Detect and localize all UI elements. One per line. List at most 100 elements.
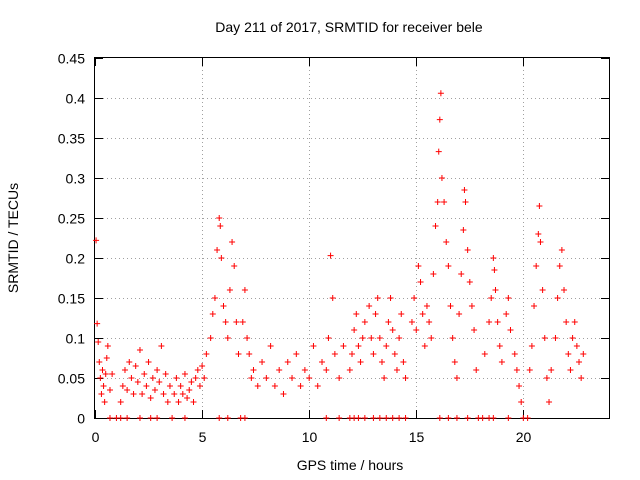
data-point: [430, 271, 437, 277]
data-point: [149, 375, 156, 381]
data-point: [207, 335, 214, 341]
y-tick-label: 0.3: [66, 171, 86, 187]
data-point: [565, 351, 572, 357]
data-point: [103, 355, 110, 361]
data-point: [398, 311, 405, 317]
data-point: [175, 399, 182, 405]
data-point: [576, 359, 583, 365]
data-point: [453, 375, 460, 381]
data-point: [445, 415, 452, 421]
x-tick-label: 0: [92, 429, 100, 445]
data-point: [199, 363, 206, 369]
data-point: [436, 116, 443, 123]
data-point: [481, 351, 488, 357]
data-point: [218, 255, 225, 261]
data-point: [325, 335, 332, 341]
data-point: [400, 359, 407, 365]
data-point: [561, 287, 568, 293]
data-point: [372, 311, 379, 317]
data-point: [190, 399, 197, 405]
data-point: [546, 399, 553, 405]
data-point: [353, 311, 360, 317]
data-point: [421, 343, 428, 349]
data-point: [374, 295, 381, 301]
y-tick-label: 0.1: [66, 331, 86, 347]
data-point: [323, 415, 330, 421]
data-point: [443, 239, 450, 245]
data-point: [383, 415, 390, 421]
data-point: [351, 327, 358, 333]
data-point: [259, 359, 266, 365]
data-point: [533, 263, 540, 269]
data-point: [496, 343, 503, 349]
data-point: [201, 375, 208, 381]
data-point: [104, 343, 111, 349]
data-point: [310, 343, 317, 349]
data-point: [106, 415, 113, 421]
data-point: [280, 391, 287, 397]
data-point: [130, 391, 137, 397]
data-point: [117, 415, 124, 421]
data-point: [229, 239, 236, 245]
data-point: [357, 359, 364, 365]
chart-title: Day 211 of 2017, SRMTID for receiver bel…: [215, 19, 483, 35]
data-point: [101, 399, 108, 405]
x-tick-label: 5: [199, 429, 207, 445]
data-point: [121, 367, 128, 373]
data-point: [244, 335, 251, 341]
data-point: [552, 335, 559, 341]
data-point: [124, 415, 131, 421]
data-point: [462, 199, 469, 205]
data-point: [453, 415, 460, 421]
data-point: [100, 383, 107, 389]
data-point: [254, 383, 261, 389]
data-point: [402, 375, 409, 381]
data-point: [415, 263, 422, 269]
data-point: [491, 267, 498, 273]
data-point: [473, 367, 480, 373]
data-points: [93, 90, 587, 421]
data-point: [518, 399, 525, 405]
plot-frame: [94, 57, 610, 419]
data-point: [413, 327, 420, 333]
data-point: [479, 415, 486, 421]
data-point: [494, 319, 501, 325]
data-point: [250, 367, 257, 373]
data-point: [528, 343, 535, 349]
data-point: [222, 319, 229, 325]
data-point: [554, 295, 561, 301]
data-point: [284, 359, 291, 365]
data-point: [396, 415, 403, 421]
data-point: [435, 148, 442, 155]
data-point: [378, 359, 385, 365]
data-point: [571, 319, 578, 325]
data-point: [370, 351, 377, 357]
data-point: [535, 231, 542, 237]
x-tick-label: 10: [302, 429, 318, 445]
data-point: [464, 247, 471, 253]
data-point: [267, 343, 274, 349]
data-point: [192, 375, 199, 381]
data-point: [359, 335, 366, 341]
data-point: [179, 391, 186, 397]
data-point: [417, 279, 424, 285]
data-point: [541, 335, 548, 341]
data-point: [154, 367, 161, 373]
data-point: [331, 351, 338, 357]
data-point: [441, 199, 448, 205]
data-point: [464, 415, 471, 421]
data-point: [432, 223, 439, 229]
data-point: [239, 319, 246, 325]
data-point: [188, 379, 195, 385]
data-point: [156, 379, 163, 385]
data-point: [567, 367, 574, 373]
data-point: [119, 383, 126, 389]
data-point: [434, 199, 441, 205]
data-point: [214, 247, 221, 253]
data-point: [211, 295, 218, 301]
data-point: [158, 343, 165, 349]
data-point: [458, 271, 465, 277]
y-tick-label: 0.2: [66, 251, 86, 267]
data-point: [235, 351, 242, 357]
grid-layer: [95, 58, 609, 418]
